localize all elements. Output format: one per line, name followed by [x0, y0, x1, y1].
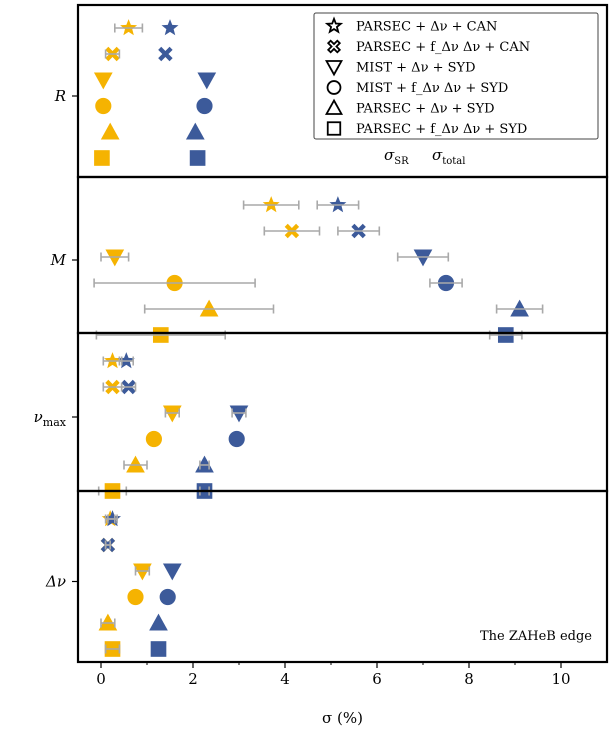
error-bar-sr: [143, 304, 275, 314]
color-key-total: σtotal: [432, 146, 465, 167]
point-total-star: [161, 19, 179, 36]
point-sr-star: [104, 352, 121, 369]
point-sr-square: [94, 150, 110, 166]
x-tick-label: 8: [464, 670, 474, 688]
error-bar-sr: [104, 49, 121, 59]
panel-frame-4: [76, 489, 609, 664]
error-bar-total: [231, 408, 247, 418]
point-sr-triangle-down: [105, 249, 125, 267]
y-tick-label: Δν: [45, 573, 66, 591]
y-tick-label: R: [54, 87, 66, 105]
error-bar-sr: [114, 23, 144, 33]
point-total-triangle-up: [195, 455, 214, 473]
error-bar-sr: [123, 460, 148, 470]
point-total-triangle-up: [510, 299, 529, 317]
panel-4: Δν: [45, 510, 182, 657]
error-bar-sr: [134, 566, 151, 576]
point-total-star: [117, 352, 135, 369]
point-total-square: [150, 641, 167, 657]
error-bar-total: [120, 382, 137, 392]
point-total-star: [104, 510, 121, 527]
x-axis: 0 2 4 6 8 10: [96, 662, 571, 688]
error-bar-total: [337, 226, 381, 236]
point-sr-triangle-up: [126, 455, 145, 473]
point-total-triangle-up: [149, 613, 168, 631]
y-tick-label: M: [50, 251, 67, 269]
error-bar-sr: [102, 382, 123, 392]
point-total-star: [329, 196, 347, 213]
error-bar-sr: [164, 408, 180, 418]
point-sr-star: [120, 19, 138, 36]
legend-label: PARSEC + Δν + SYD: [356, 102, 495, 117]
point-total-triangle-down: [229, 405, 249, 423]
legend-marker-circle: [326, 80, 342, 95]
error-bar-total: [199, 460, 210, 470]
x-tick-label: 0: [96, 670, 106, 688]
error-bar-total: [107, 514, 118, 524]
point-total-x: [158, 46, 173, 62]
color-key-sr: σSR: [384, 146, 409, 167]
point-sr-circle: [95, 97, 112, 115]
error-bar-total: [429, 278, 463, 288]
point-total-circle: [228, 430, 245, 448]
error-bar-sr: [242, 200, 300, 210]
legend-label: PARSEC + f_Δν Δν + CAN: [356, 40, 530, 55]
point-total-triangle-up: [185, 122, 205, 140]
x-axis-label: σ (%): [322, 709, 363, 727]
error-bar-sr: [104, 644, 121, 654]
error-bar-sr: [93, 278, 256, 288]
point-sr-circle: [127, 588, 144, 606]
x-tick-label: 4: [280, 670, 290, 688]
point-sr-circle: [145, 430, 162, 448]
legend-label: PARSEC + f_Δν Δν + SYD: [356, 122, 527, 137]
legend-label: MIST + Δν + SYD: [356, 61, 476, 76]
legend-marker-triangle-down: [324, 60, 344, 77]
legend-marker-star: [324, 16, 344, 34]
point-total-triangle-down: [162, 563, 182, 581]
error-bar-total: [495, 304, 544, 314]
legend-label: MIST + f_Δν Δν + SYD: [356, 81, 508, 96]
point-total-triangle-down: [413, 249, 433, 267]
point-sr-triangle-down: [162, 405, 182, 423]
error-bar-sr: [100, 618, 116, 628]
panel-1: R: [54, 19, 217, 166]
point-sr-triangle-down: [133, 563, 152, 581]
error-bar-total: [118, 356, 134, 366]
x-tick-label: 6: [372, 670, 382, 688]
y-tick-label: νmax: [34, 408, 67, 429]
x-tick-label: 10: [551, 670, 570, 688]
error-bar-total: [396, 252, 450, 262]
point-sr-triangle-up: [199, 299, 219, 317]
point-sr-star: [262, 196, 280, 213]
panel-frame-3: [76, 331, 609, 493]
annotation: The ZAHeB edge: [480, 629, 592, 644]
error-bar-sr: [263, 226, 321, 236]
legend: PARSEC + Δν + CAN PARSEC + f_Δν Δν + CAN M…: [313, 12, 599, 140]
error-bar-sr: [100, 252, 130, 262]
legend-marker-square: [326, 121, 342, 136]
legend-label: PARSEC + Δν + CAN: [356, 20, 497, 35]
point-total-triangle-down: [197, 72, 217, 90]
error-bar-total: [104, 540, 111, 550]
legend-marker-x: [326, 39, 342, 54]
point-total-circle: [159, 588, 176, 606]
x-tick-label: 2: [188, 670, 198, 688]
point-sr-triangle-down: [93, 72, 113, 90]
error-bar-total: [316, 200, 360, 210]
panel-3: νmax: [34, 352, 249, 499]
panel-2: M: [50, 196, 529, 343]
point-sr-triangle-up: [98, 613, 118, 631]
legend-marker-triangle-up: [324, 98, 344, 115]
point-total-circle: [196, 97, 213, 115]
point-total-square: [189, 150, 206, 166]
point-sr-triangle-up: [100, 122, 120, 140]
